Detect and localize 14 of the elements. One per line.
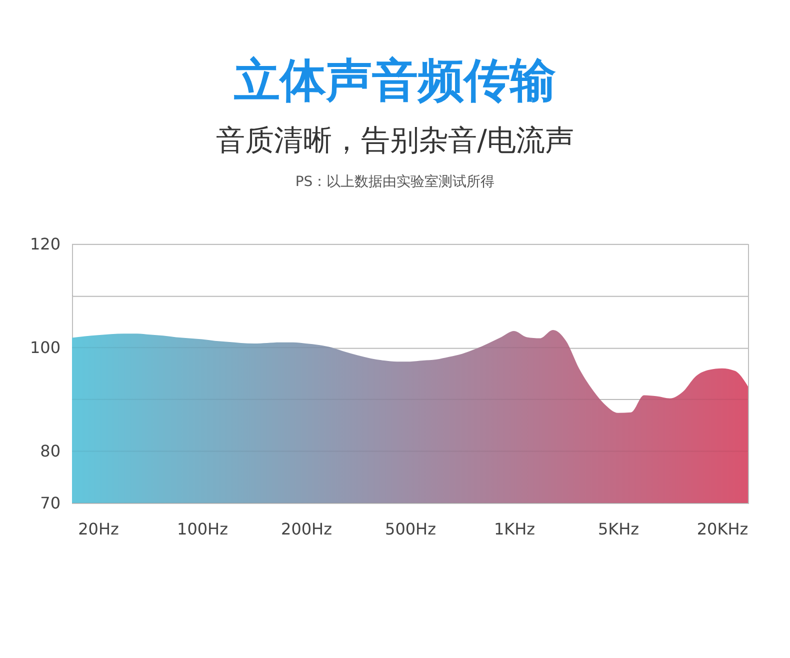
- y-tick-label: 70: [40, 494, 60, 512]
- text: PS：以上数据由实验室测试所得: [294, 173, 496, 192]
- y-tick-label: 80: [40, 442, 60, 461]
- x-tick-label: 20KHz: [696, 520, 748, 538]
- y-tick-label: 120: [30, 234, 60, 254]
- y-tick-label: 100: [30, 338, 60, 358]
- x-tick-label: 20Hz: [78, 520, 119, 538]
- chart-subtitle: 音质清晰，告别杂音/电流声: [215, 122, 575, 159]
- x-tick-label: 500Hz: [385, 520, 436, 538]
- x-tick-label: 5KHz: [598, 520, 640, 538]
- x-tick-label: 1KHz: [494, 520, 536, 538]
- x-tick-label: 100Hz: [177, 520, 228, 538]
- chart-title: 立体声音频传输: [233, 52, 557, 109]
- x-tick-label: 200Hz: [281, 520, 332, 538]
